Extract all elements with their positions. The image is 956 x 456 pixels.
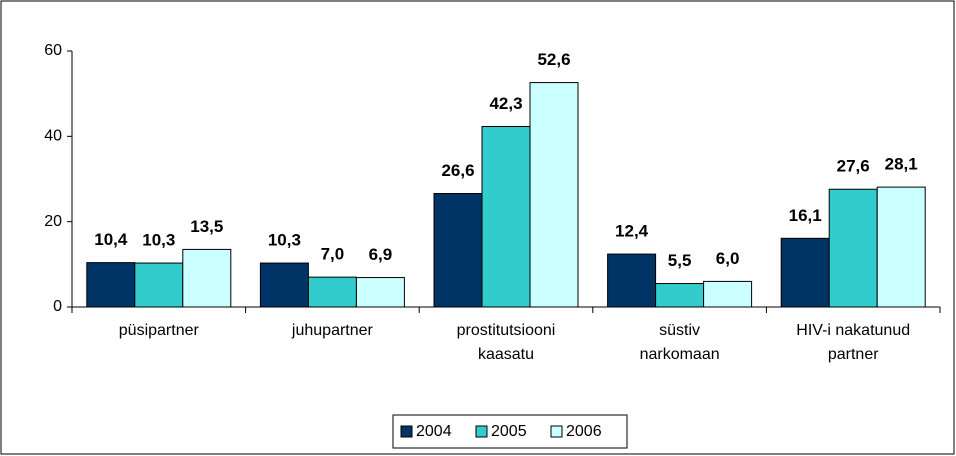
y-tick-label: 20 — [44, 213, 62, 230]
bar — [86, 262, 136, 308]
value-label: 26,6 — [441, 161, 474, 180]
value-label: 27,6 — [837, 157, 870, 176]
bar — [703, 280, 753, 308]
x-tick-label: HIV-i nakatunud — [796, 322, 910, 339]
bar — [481, 126, 531, 308]
value-label: 7,0 — [321, 245, 345, 264]
value-label: 52,6 — [537, 50, 570, 69]
bar — [134, 262, 184, 308]
legend-swatch — [475, 425, 488, 438]
legend-label: 2005 — [491, 423, 527, 440]
value-label: 42,3 — [489, 94, 522, 113]
value-label: 12,4 — [615, 222, 649, 241]
bar — [182, 248, 232, 308]
bar — [780, 237, 830, 308]
bar — [355, 277, 405, 308]
x-tick-label: juhupartner — [291, 322, 374, 339]
bar — [307, 276, 357, 308]
x-tick-label: narkomaan — [640, 346, 720, 363]
value-label: 5,5 — [668, 251, 692, 270]
bar — [433, 193, 483, 308]
value-label: 10,3 — [268, 231, 301, 250]
x-tick-label: kaasatu — [478, 346, 534, 363]
y-tick-label: 40 — [44, 128, 62, 145]
legend-label: 2006 — [566, 423, 602, 440]
x-tick-label: süstiv — [659, 322, 700, 339]
bar — [655, 283, 705, 308]
y-tick-label: 60 — [44, 42, 62, 59]
x-tick-label: partner — [828, 346, 879, 363]
value-label: 10,3 — [142, 231, 175, 250]
bar — [607, 253, 657, 308]
legend-swatch — [400, 425, 413, 438]
value-label: 13,5 — [190, 217, 223, 236]
bar — [529, 82, 579, 308]
y-tick-label: 0 — [53, 298, 62, 315]
bar — [828, 188, 878, 308]
value-label: 16,1 — [789, 206, 822, 225]
value-label: 6,0 — [716, 249, 740, 268]
bar — [876, 186, 926, 308]
legend-box — [392, 414, 628, 449]
bar — [259, 262, 309, 308]
x-tick-label: prostitutsiooni — [457, 322, 556, 339]
value-label: 6,9 — [369, 245, 393, 264]
x-tick-label: püsipartner — [119, 322, 200, 339]
legend-swatch — [550, 425, 563, 438]
value-label: 10,4 — [94, 230, 128, 249]
value-label: 28,1 — [885, 155, 918, 174]
legend-label: 2004 — [416, 423, 452, 440]
